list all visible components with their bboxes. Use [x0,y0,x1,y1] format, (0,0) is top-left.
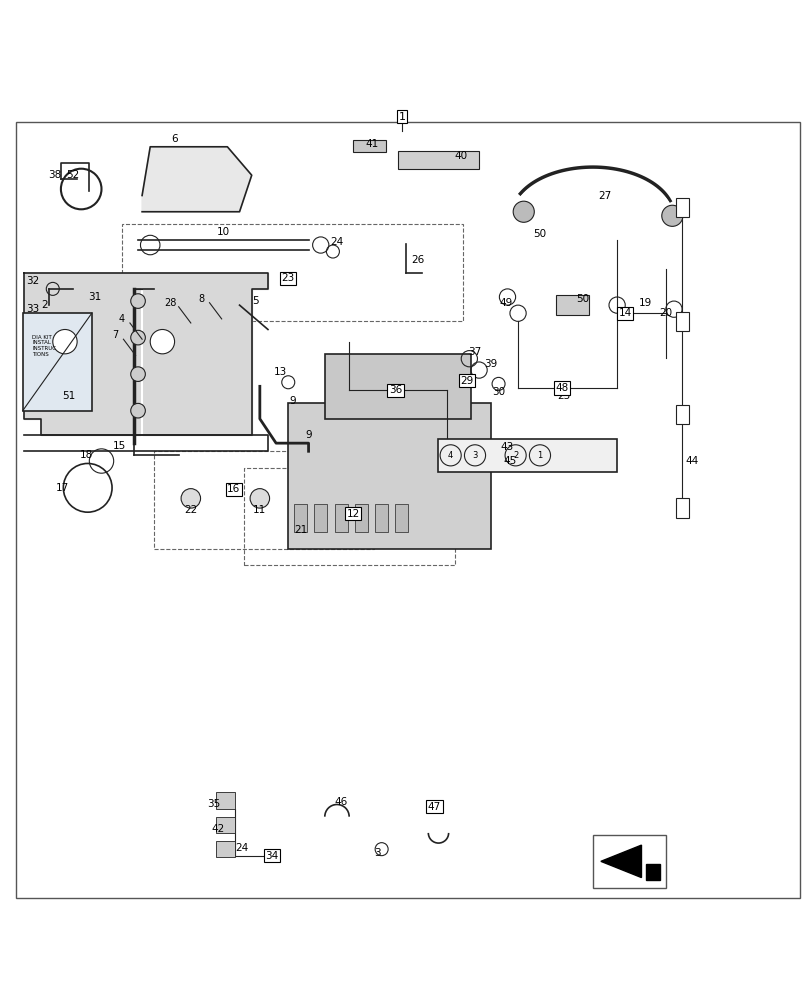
Bar [645,864,659,880]
Text: 7: 7 [112,330,118,340]
Circle shape [250,489,269,508]
Text: 35: 35 [207,799,220,809]
Circle shape [53,329,77,354]
Text: 19: 19 [638,298,651,308]
Text: 27: 27 [598,191,611,201]
Text: 4: 4 [118,314,125,324]
Text: 1: 1 [537,451,542,460]
Bar [675,198,688,217]
Circle shape [150,329,174,354]
Circle shape [181,489,200,508]
Text: 51: 51 [62,391,75,401]
Text: 3: 3 [374,848,380,858]
Text: 43: 43 [500,442,513,452]
Text: 17: 17 [56,483,69,493]
Bar [397,151,478,169]
Circle shape [131,403,145,418]
Text: 30: 30 [491,387,504,397]
Bar [243,468,454,565]
Text: 50: 50 [533,229,546,239]
Text: 44: 44 [684,456,697,466]
Bar [556,295,588,315]
Text: 29: 29 [460,376,473,386]
Text: 50: 50 [576,294,589,304]
Text: 11: 11 [253,505,266,515]
Text: 36: 36 [388,385,401,395]
Bar [23,313,92,411]
Text: 10: 10 [217,227,230,237]
Bar [288,403,491,549]
Text: 37: 37 [468,347,481,357]
Text: 4: 4 [448,451,453,460]
Bar [675,405,688,424]
Text: 9: 9 [289,396,295,406]
Bar [675,498,688,518]
Bar [354,504,367,532]
Text: 28: 28 [164,298,177,308]
Bar [592,835,665,888]
Text: 15: 15 [113,441,126,451]
Text: 41: 41 [365,139,378,149]
Text: 34: 34 [265,851,278,861]
Text: 21: 21 [294,525,307,535]
Circle shape [131,294,145,308]
Polygon shape [24,273,268,435]
Text: 39: 39 [483,359,496,369]
Circle shape [661,205,682,226]
Text: 22: 22 [184,505,197,515]
Text: 6: 6 [171,134,178,144]
Text: 42: 42 [211,824,224,834]
Text: 23: 23 [281,273,294,283]
Bar [154,451,373,549]
Text: 47: 47 [427,802,440,812]
Bar [216,792,235,809]
Text: 13: 13 [273,367,286,377]
Circle shape [131,330,145,345]
Bar [216,817,235,833]
Text: 45: 45 [503,456,516,466]
Text: 3: 3 [472,451,477,460]
Text: 8: 8 [198,294,204,304]
Text: 16: 16 [227,484,240,494]
Bar [334,504,347,532]
Text: 52: 52 [67,170,79,180]
Text: DIA KIT
INSTAL
INSTRUC
TIONS: DIA KIT INSTAL INSTRUC TIONS [32,335,57,357]
Text: 9: 9 [305,430,311,440]
Text: 40: 40 [454,151,467,161]
Bar [438,439,616,472]
Circle shape [513,201,534,222]
Bar [314,504,327,532]
Text: 20: 20 [659,308,672,318]
Bar [675,312,688,331]
Text: 14: 14 [618,308,631,318]
Text: 48: 48 [555,383,568,393]
Text: 5: 5 [252,296,259,306]
Polygon shape [142,147,251,212]
Text: 24: 24 [330,237,343,247]
Text: 33: 33 [26,304,39,314]
Text: 32: 32 [26,276,39,286]
Bar [375,504,388,532]
Text: 18: 18 [80,450,93,460]
Bar [353,140,385,152]
Text: 31: 31 [88,292,101,302]
Text: 24: 24 [235,843,248,853]
Text: 25: 25 [557,391,570,401]
Text: 49: 49 [499,298,512,308]
Text: 38: 38 [49,170,62,180]
Polygon shape [600,845,641,878]
Text: 26: 26 [411,255,424,265]
Text: 1: 1 [398,112,405,122]
Bar [395,504,408,532]
Bar [324,354,470,419]
Bar [216,841,235,857]
Text: 46: 46 [334,797,347,807]
Circle shape [131,367,145,381]
Bar [294,504,307,532]
Text: 12: 12 [346,509,359,519]
Text: 2: 2 [41,300,48,310]
Bar [122,224,462,321]
Text: 2: 2 [513,451,517,460]
